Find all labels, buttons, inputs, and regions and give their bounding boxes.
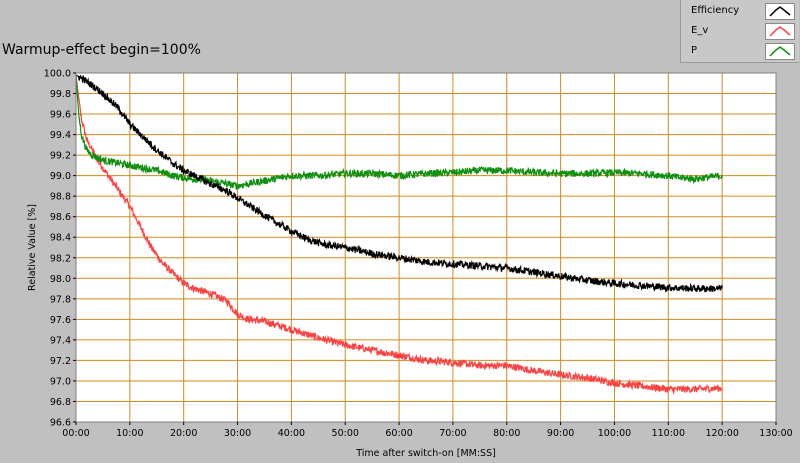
legend-label: Efficiency: [691, 5, 740, 16]
grid-lines: [75, 72, 777, 423]
y-tick-label: 99.6: [50, 110, 71, 121]
y-tick-label: 99.2: [50, 151, 71, 162]
legend-label: P: [691, 45, 698, 56]
legend-item-e-v[interactable]: E_v: [687, 22, 797, 40]
series-e-v: [75, 75, 723, 395]
y-tick-label: 97.4: [50, 335, 71, 346]
x-tick-label: 10:00: [116, 428, 143, 439]
x-tick-label: 20:00: [170, 428, 197, 439]
line-swatch-icon[interactable]: [765, 3, 795, 20]
y-tick-label: 96.6: [50, 418, 71, 429]
x-tick-label: 110:00: [652, 428, 685, 439]
x-tick-label: 130:00: [759, 428, 792, 439]
line-swatch-icon[interactable]: [765, 43, 795, 60]
plot-area: [76, 73, 776, 422]
x-tick-label: 120:00: [705, 428, 738, 439]
y-tick-label: 99.0: [50, 171, 71, 182]
x-tick-label: 70:00: [439, 428, 466, 439]
y-tick-label: 97.8: [50, 294, 71, 305]
line-swatch-icon[interactable]: [765, 23, 795, 40]
y-tick-label: 97.0: [50, 376, 71, 387]
y-tick-label: 99.8: [50, 89, 71, 100]
y-tick-label: 97.2: [50, 356, 71, 367]
x-tick-label: 80:00: [493, 428, 520, 439]
series-efficiency: [75, 74, 723, 293]
y-tick-label: 98.8: [50, 192, 71, 203]
y-tick-label: 98.6: [50, 212, 71, 223]
legend-item-p[interactable]: P: [687, 42, 797, 60]
series-p: [75, 75, 723, 191]
x-tick-label: 30:00: [224, 428, 251, 439]
x-tick-label: 60:00: [385, 428, 412, 439]
y-tick-label: 98.2: [50, 253, 71, 264]
x-tick-label: 40:00: [278, 428, 305, 439]
legend: Efficiency E_v P: [680, 0, 799, 63]
y-tick-label: 98.0: [50, 274, 71, 285]
series-line: [75, 75, 723, 191]
plot-frame: [75, 72, 777, 423]
series-layer: [75, 74, 723, 395]
x-tick-label: 00:00: [62, 428, 89, 439]
y-tick-label: 98.4: [50, 233, 71, 244]
y-tick-label: 96.8: [50, 397, 71, 408]
legend-item-efficiency[interactable]: Efficiency: [687, 2, 797, 20]
series-line: [75, 74, 723, 293]
x-axis: 00:00 10:00 20:00 30:00 40:00 50:00 60:00 70:00…: [62, 422, 793, 439]
series-line: [75, 75, 723, 395]
y-axis-label: Relative Value [%]: [27, 204, 38, 291]
x-tick-label: 100:00: [598, 428, 631, 439]
x-tick-label: 90:00: [547, 428, 574, 439]
x-tick-label: 50:00: [332, 428, 359, 439]
legend-label: E_v: [691, 25, 709, 36]
y-tick-label: 100.0: [44, 69, 71, 80]
y-axis: 96.6 96.8 97.0 97.2 97.4 97.6 97.8 98.0 98.2 98.4…: [44, 69, 76, 429]
chart-title: Warmup-effect begin=100%: [2, 42, 201, 58]
y-tick-label: 99.4: [50, 130, 71, 141]
x-axis-label: Time after switch-on [MM:SS]: [355, 448, 496, 459]
y-tick-label: 97.6: [50, 315, 71, 326]
